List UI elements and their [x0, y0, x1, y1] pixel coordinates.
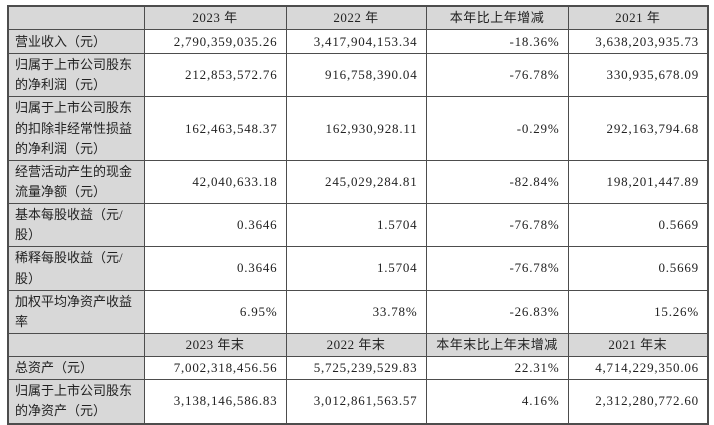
- table-row-net-profit-excl-nonrecurring: 归属于上市公司股东的扣除非经常性损益的净利润（元） 162,463,548.37…: [7, 96, 709, 161]
- column-header-2021: 2021 年: [567, 5, 709, 31]
- column-header-2021-year-end: 2021 年末: [567, 332, 709, 358]
- column-header-yoy-change: 本年比上年增减: [425, 5, 569, 31]
- value-yoy-change: -26.83%: [425, 289, 569, 334]
- value-2022: 33.78%: [285, 289, 427, 334]
- value-2021: 330,935,678.09: [567, 53, 709, 98]
- value-yoy-change: 4.16%: [425, 379, 569, 425]
- value-2021: 198,201,447.89: [567, 159, 709, 205]
- table-row-weighted-avg-roe: 加权平均净资产收益率 6.95% 33.78% -26.83% 15.26%: [7, 289, 709, 334]
- value-2023: 6.95%: [143, 289, 287, 334]
- value-2022: 1.5704: [285, 246, 427, 291]
- value-2023: 7,002,318,456.56: [143, 356, 287, 381]
- value-2022: 1.5704: [285, 203, 427, 248]
- financial-summary-table: 2023 年 2022 年 本年比上年增减 2021 年 营业收入（元） 2,7…: [7, 5, 709, 425]
- value-2022: 5,725,239,529.83: [285, 356, 427, 381]
- value-yoy-change: -82.84%: [425, 159, 569, 205]
- table-row-net-profit: 归属于上市公司股东的净利润（元） 212,853,572.76 916,758,…: [7, 53, 709, 98]
- value-2022: 162,930,928.11: [285, 96, 427, 161]
- value-2022: 245,029,284.81: [285, 159, 427, 205]
- value-yoy-change: 22.31%: [425, 356, 569, 381]
- value-2021: 3,638,203,935.73: [567, 29, 709, 55]
- row-label: 归属于上市公司股东的净资产（元）: [7, 379, 145, 425]
- value-2023: 212,853,572.76: [143, 53, 287, 98]
- row-label: 经营活动产生的现金流量净额（元）: [7, 159, 145, 205]
- value-2021: 15.26%: [567, 289, 709, 334]
- value-2022: 916,758,390.04: [285, 53, 427, 98]
- row-label: 加权平均净资产收益率: [7, 289, 145, 334]
- row-label: 归属于上市公司股东的扣除非经常性损益的净利润（元）: [7, 96, 145, 161]
- row-label: 总资产（元）: [7, 356, 145, 381]
- value-2023: 0.3646: [143, 246, 287, 291]
- value-2021: 292,163,794.68: [567, 96, 709, 161]
- value-yoy-change: -18.36%: [425, 29, 569, 55]
- value-2023: 162,463,548.37: [143, 96, 287, 161]
- value-2023: 0.3646: [143, 203, 287, 248]
- value-2023: 3,138,146,586.83: [143, 379, 287, 425]
- table-row-net-assets: 归属于上市公司股东的净资产（元） 3,138,146,586.83 3,012,…: [7, 379, 709, 425]
- column-header-2022-year-end: 2022 年末: [285, 332, 427, 358]
- header-row-year-end: 2023 年末 2022 年末 本年末比上年末增减 2021 年末: [7, 332, 709, 358]
- column-header-2023-year-end: 2023 年末: [143, 332, 287, 358]
- value-2021: 0.5669: [567, 203, 709, 248]
- column-header-year-end-change: 本年末比上年末增减: [425, 332, 569, 358]
- row-label: 稀释每股收益（元/股）: [7, 246, 145, 291]
- table-row-total-assets: 总资产（元） 7,002,318,456.56 5,725,239,529.83…: [7, 356, 709, 381]
- header-row-annual: 2023 年 2022 年 本年比上年增减 2021 年: [7, 5, 709, 31]
- table-row-basic-eps: 基本每股收益（元/股） 0.3646 1.5704 -76.78% 0.5669: [7, 203, 709, 248]
- column-header-2023: 2023 年: [143, 5, 287, 31]
- table-row-diluted-eps: 稀释每股收益（元/股） 0.3646 1.5704 -76.78% 0.5669: [7, 246, 709, 291]
- value-2021: 0.5669: [567, 246, 709, 291]
- value-2021: 4,714,229,350.06: [567, 356, 709, 381]
- row-label: 归属于上市公司股东的净利润（元）: [7, 53, 145, 98]
- table-row-operating-cash-flow: 经营活动产生的现金流量净额（元） 42,040,633.18 245,029,2…: [7, 159, 709, 205]
- row-label: 营业收入（元）: [7, 29, 145, 55]
- value-yoy-change: -76.78%: [425, 246, 569, 291]
- value-2021: 2,312,280,772.60: [567, 379, 709, 425]
- value-2022: 3,417,904,153.34: [285, 29, 427, 55]
- header-blank: [7, 5, 145, 31]
- row-label: 基本每股收益（元/股）: [7, 203, 145, 248]
- value-yoy-change: -76.78%: [425, 203, 569, 248]
- value-2022: 3,012,861,563.57: [285, 379, 427, 425]
- value-yoy-change: -0.29%: [425, 96, 569, 161]
- header-blank: [7, 332, 145, 358]
- value-2023: 42,040,633.18: [143, 159, 287, 205]
- value-2023: 2,790,359,035.26: [143, 29, 287, 55]
- table-row-operating-revenue: 营业收入（元） 2,790,359,035.26 3,417,904,153.3…: [7, 29, 709, 55]
- column-header-2022: 2022 年: [285, 5, 427, 31]
- value-yoy-change: -76.78%: [425, 53, 569, 98]
